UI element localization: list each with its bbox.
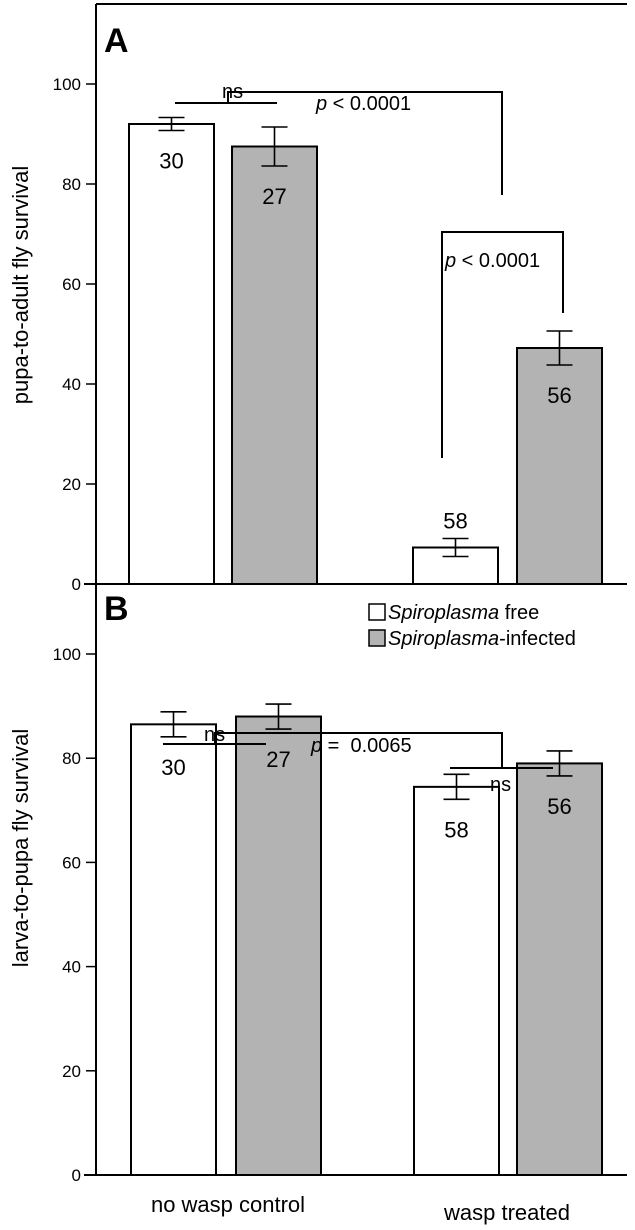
bar-infected-control: [231, 145, 318, 585]
panel-a-letter: A: [104, 22, 129, 60]
bar-infected-wasp: [516, 347, 603, 585]
panel-b: B larva-to-pupa fly survival Spiroplasma…: [8, 584, 627, 1225]
ytick-label: 80: [62, 749, 81, 768]
panel-a: A pupa-to-adult fly survival 0 20 40 60 80 10…: [8, 3, 627, 594]
bar-free-wasp: [413, 785, 500, 1176]
pvalue-label-b: p = 0.0065: [310, 735, 412, 757]
legend-swatch-free: [368, 603, 386, 621]
ytick-label: 40: [62, 375, 81, 394]
p-bracket-top: [227, 91, 503, 195]
ytick-label: 0: [72, 1166, 81, 1185]
ytick-label: 100: [53, 645, 81, 664]
panel-b-letter: B: [104, 590, 129, 628]
panel-a-brackets: [175, 91, 564, 458]
group-label-wasp: wasp treated: [443, 1200, 570, 1225]
panel-a-yticks: 0 20 40 60 80 100: [53, 75, 96, 594]
bar-free-control: [128, 123, 215, 585]
legend-label-infected: Spiroplasma-infected: [388, 628, 576, 650]
sample-size-label: 27: [266, 747, 290, 772]
sample-size-label: 27: [262, 184, 286, 209]
ns-label-b-control: ns: [204, 724, 225, 746]
panel-a-ylabel: pupa-to-adult fly survival: [8, 166, 33, 404]
legend: Spiroplasma free Spiroplasma-infected: [368, 602, 576, 650]
ytick-label: 20: [62, 475, 81, 494]
ytick-label: 40: [62, 958, 81, 977]
sample-size-label: 56: [547, 794, 571, 819]
legend-swatch-infected: [368, 629, 386, 647]
sample-size-label: 30: [161, 755, 185, 780]
bar-infected-wasp: [516, 762, 603, 1176]
group-label-control: no wasp control: [151, 1192, 305, 1217]
p-bracket-inner: [441, 231, 564, 458]
panel-b-brackets: [163, 732, 553, 769]
bar-infected-control: [235, 715, 322, 1177]
ytick-label: 0: [72, 575, 81, 594]
ns-label-b-wasp: ns: [490, 774, 511, 796]
bar-free-control: [130, 723, 217, 1177]
ytick-label: 80: [62, 175, 81, 194]
panel-a-bars: 30 27 58 56: [128, 116, 603, 585]
legend-label-free: Spiroplasma free: [388, 602, 539, 624]
sample-size-label: 58: [443, 509, 467, 534]
ytick-label: 20: [62, 1062, 81, 1081]
ytick-label: 60: [62, 853, 81, 872]
panel-b-bars: 30 27 58 56: [130, 703, 603, 1177]
sample-size-label: 30: [159, 149, 183, 174]
sample-size-label: 58: [444, 817, 468, 842]
panel-b-yticks: 0 20 40 60 80 100: [53, 645, 96, 1185]
pvalue-label-a-inner: p < 0.0001: [444, 250, 540, 272]
sample-size-label: 56: [547, 383, 571, 408]
ns-label-a: ns: [222, 81, 243, 103]
ytick-label: 60: [62, 275, 81, 294]
p-bracket-b: [214, 732, 503, 768]
pvalue-label-a-top: p < 0.0001: [315, 93, 411, 115]
ytick-label: 100: [53, 75, 81, 94]
panel-b-ylabel: larva-to-pupa fly survival: [8, 729, 33, 967]
